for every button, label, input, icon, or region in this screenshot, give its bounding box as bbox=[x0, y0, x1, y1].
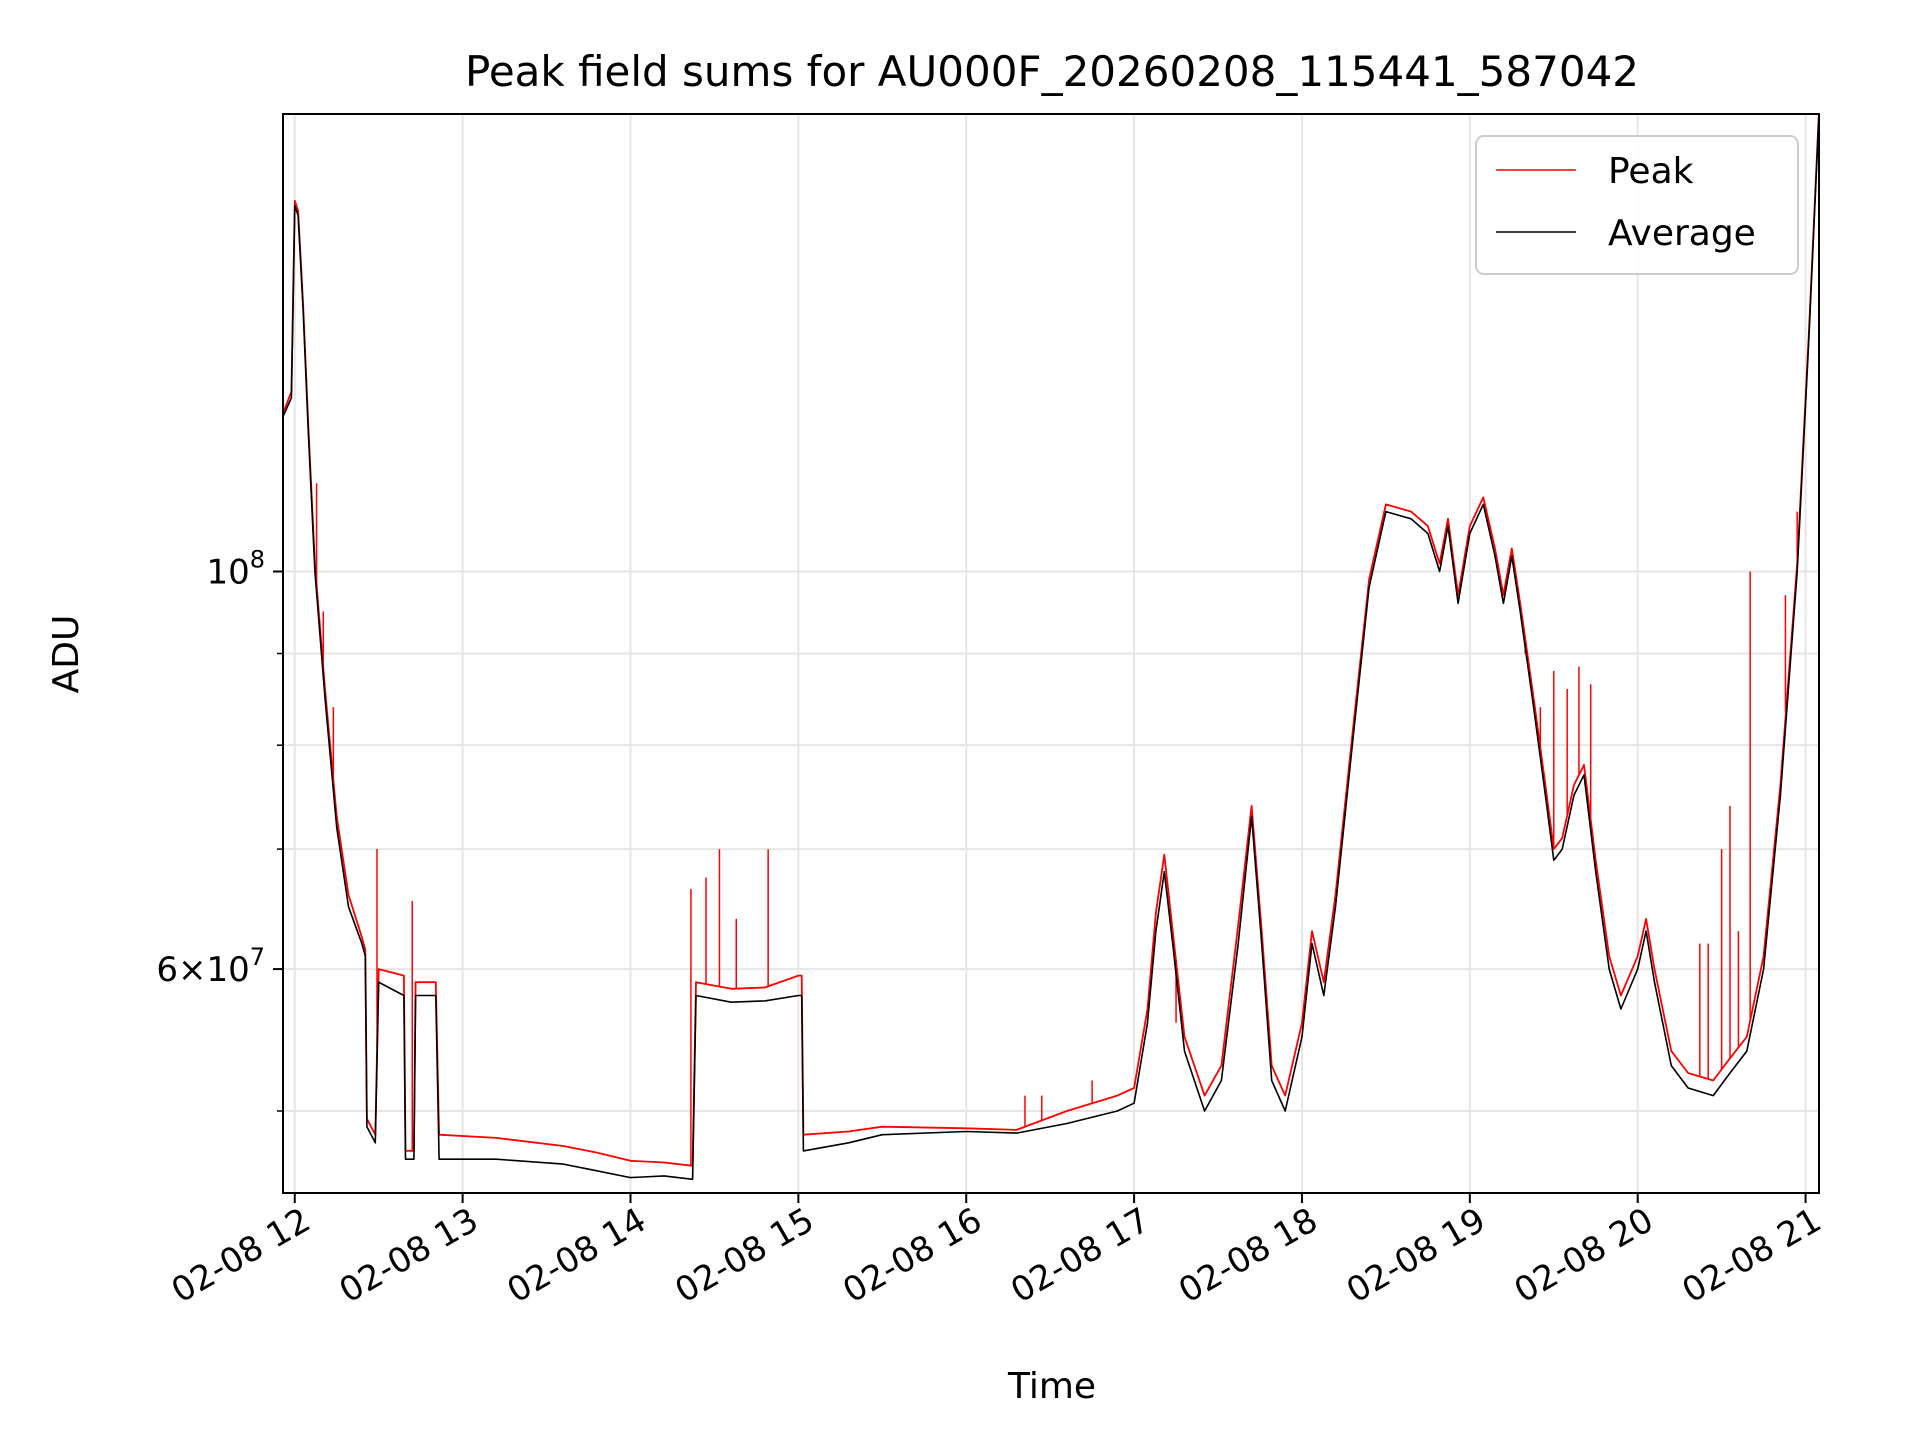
y-tick-label: 108 bbox=[206, 545, 265, 592]
y-tick-label: 6×107 bbox=[156, 943, 265, 990]
series-line-average bbox=[283, 114, 1819, 1181]
chart-title: Peak field sums for AU000F_20260208_1154… bbox=[465, 47, 1639, 96]
x-axis-label: Time bbox=[1007, 1366, 1096, 1407]
legend-label-average: Average bbox=[1608, 213, 1756, 254]
plot-area bbox=[283, 114, 1819, 1181]
grid bbox=[283, 114, 1819, 1193]
legend: Peak Average bbox=[1475, 135, 1799, 275]
legend-label-peak: Peak bbox=[1608, 151, 1694, 192]
y-axis-label: ADU bbox=[46, 615, 87, 694]
